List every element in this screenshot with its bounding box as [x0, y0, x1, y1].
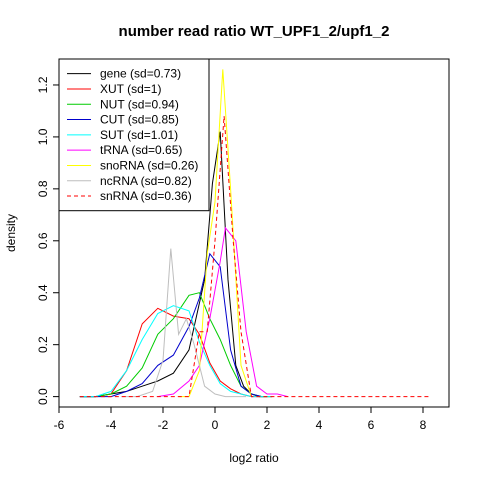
y-tick-label: 1.0: [36, 128, 50, 145]
chart-title: number read ratio WT_UPF1_2/upf1_2: [119, 23, 390, 40]
y-tick-label: 0.0: [36, 388, 50, 405]
series-line: [178, 69, 252, 398]
legend: gene (sd=0.73)XUT (sd=1)NUT (sd=0.94) CUT…: [58, 58, 210, 212]
series-line: [79, 131, 267, 398]
series-line: [121, 248, 247, 398]
y-axis: 0.0 0.2 0.4 0.6 0.8 1.0 1.2: [36, 76, 59, 405]
x-tick-label: 0: [212, 418, 219, 432]
legend-item-label: ncRNA (sd=0.82): [100, 174, 192, 188]
legend-item-label: snRNA (sd=0.36): [100, 189, 192, 203]
x-axis: -6 -4 -2 0 2 4 6 8: [54, 407, 427, 432]
legend-item-label: SUT (sd=1.01): [100, 128, 178, 142]
series-line: [79, 305, 273, 398]
series-line: [157, 226, 288, 398]
x-tick-label: -2: [158, 418, 169, 432]
y-tick-label: 0.2: [36, 336, 50, 353]
series-line: [79, 307, 273, 398]
x-tick-label: -6: [54, 418, 65, 432]
x-tick-label: 4: [316, 418, 323, 432]
y-axis-label: density: [4, 214, 18, 252]
legend-item-label: XUT (sd=1): [100, 82, 161, 96]
plot-frame: [58, 58, 450, 408]
legend-item-label: NUT (sd=0.94): [100, 97, 179, 111]
y-tick-label: 0.6: [36, 232, 50, 249]
y-tick-label: 0.8: [36, 180, 50, 197]
plot-area: [79, 69, 431, 398]
x-tick-label: 8: [420, 418, 427, 432]
legend-item-label: tRNA (sd=0.65): [100, 143, 182, 157]
x-axis-label: log2 ratio: [229, 451, 279, 465]
x-tick-label: 2: [264, 418, 271, 432]
x-tick-label: -4: [106, 418, 117, 432]
legend-item-label: gene (sd=0.73): [100, 67, 181, 81]
y-tick-label: 1.2: [36, 76, 50, 93]
series-line: [79, 252, 262, 398]
legend-item-label: snoRNA (sd=0.26): [100, 158, 198, 172]
legend-item-label: CUT (sd=0.85): [100, 113, 179, 127]
y-tick-label: 0.4: [36, 284, 50, 301]
x-tick-label: 6: [368, 418, 375, 432]
